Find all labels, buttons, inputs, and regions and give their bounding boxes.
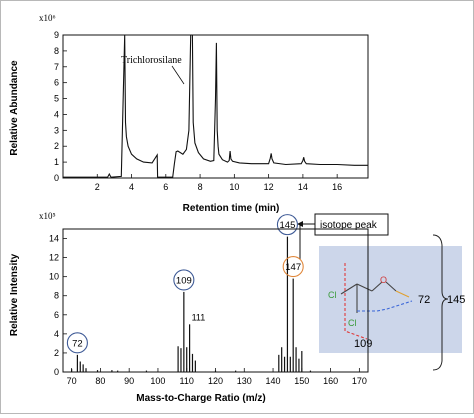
spectrum-x-tick-label: 100 bbox=[150, 376, 165, 386]
fragment-label-109: 109 bbox=[354, 338, 372, 350]
peak-label: 147 bbox=[285, 262, 301, 273]
chromatogram-x-tick-label: 16 bbox=[332, 182, 342, 192]
chromatogram-x-tick-label: 12 bbox=[264, 182, 274, 192]
molecule-bracket bbox=[432, 234, 449, 371]
atom-o: O bbox=[380, 275, 387, 285]
chromatogram-y-tick-label: 5 bbox=[54, 94, 59, 104]
spectrum-x-tick-label: 70 bbox=[67, 376, 77, 386]
peak-label: 111 bbox=[192, 312, 206, 322]
spectrum-x-axis-label: Mass-to-Charge Ratio (m/z) bbox=[136, 393, 265, 404]
spectrum-y-tick-label: 6 bbox=[54, 310, 59, 320]
peak-label: 145 bbox=[280, 220, 296, 231]
chromatogram-y-tick-label: 0 bbox=[54, 173, 59, 183]
fragment-label-145: 145 bbox=[447, 294, 465, 306]
spectrum-x-tick-label: 160 bbox=[323, 376, 338, 386]
spectrum-x-tick-label: 130 bbox=[237, 376, 252, 386]
bond-c-o bbox=[371, 281, 383, 292]
spectrum-y-tick-label: 12 bbox=[49, 253, 59, 263]
peak-highlight-circle bbox=[173, 269, 195, 291]
fragment-label-72: 72 bbox=[418, 294, 430, 306]
bond-cl-c bbox=[340, 283, 358, 295]
spectrum-x-tick-label: 140 bbox=[266, 376, 281, 386]
chromatogram-x-tick-label: 4 bbox=[129, 182, 134, 192]
chromatogram-y-tick-label: 4 bbox=[54, 109, 59, 119]
peak-label: 109 bbox=[176, 275, 192, 286]
chromatogram-trace bbox=[63, 34, 368, 178]
spectrum-x-tick-label: 80 bbox=[95, 376, 105, 386]
trichlorosilane-annotation: Trichlorosilane bbox=[121, 55, 182, 66]
peak-highlight-circle bbox=[282, 256, 304, 278]
chromatogram-y-tick-label: 3 bbox=[54, 125, 59, 135]
spectrum-y-tick-label: 8 bbox=[54, 291, 59, 301]
spectrum-x-tick-label: 150 bbox=[294, 376, 309, 386]
annotation-pointer bbox=[171, 65, 185, 85]
chromatogram-x-axis-label: Retention time (min) bbox=[183, 203, 280, 214]
spectrum-y-tick-label: 4 bbox=[54, 329, 59, 339]
spectrum-y-tick-label: 10 bbox=[49, 272, 59, 282]
peak-highlight-circle bbox=[276, 214, 298, 236]
chromatogram-x-tick-label: 14 bbox=[298, 182, 308, 192]
bond-terminal bbox=[395, 290, 410, 298]
spectrum-y-tick-label: 2 bbox=[54, 348, 59, 358]
chromatogram-multiplier: x10⁶ bbox=[39, 13, 56, 23]
fragment-structure-panel bbox=[319, 246, 462, 353]
chromatogram-y-tick-label: 8 bbox=[54, 46, 59, 56]
chromatogram-y-axis-label: Relative Abundance bbox=[9, 60, 20, 156]
chromatogram-plot-frame bbox=[62, 34, 369, 179]
spectrum-x-tick-label: 90 bbox=[124, 376, 134, 386]
chromatogram-y-tick-label: 9 bbox=[54, 30, 59, 40]
spectrum-plot-frame bbox=[62, 228, 369, 373]
peak-label: 72 bbox=[72, 338, 83, 349]
isotope-peak-label: isotope peak bbox=[320, 220, 378, 231]
chromatogram-x-tick-label: 2 bbox=[95, 182, 100, 192]
spectrum-x-tick-label: 110 bbox=[180, 376, 194, 386]
spectrum-y-axis-label: Relative Intensity bbox=[9, 253, 20, 336]
chromatogram-y-tick-label: 7 bbox=[54, 62, 59, 72]
spectrum-x-tick-label: 170 bbox=[352, 376, 367, 386]
peak-highlight-circle bbox=[66, 332, 88, 354]
chromatogram-y-tick-label: 6 bbox=[54, 78, 59, 88]
spectrum-y-tick-label: 14 bbox=[49, 234, 59, 244]
fragment-cut-109 bbox=[344, 263, 368, 340]
fragment-cut-72 bbox=[357, 300, 413, 312]
chromatogram-panel: x10⁶ Relative Abundance Retention time (… bbox=[9, 13, 369, 214]
chromatogram-x-tick-label: 8 bbox=[198, 182, 203, 192]
mass-spectrum-panel: x10⁵ Relative Intensity Mass-to-Charge R… bbox=[9, 211, 465, 404]
spectrum-multiplier: x10⁵ bbox=[39, 211, 56, 221]
atom-cl-bottom: Cl bbox=[348, 318, 357, 328]
chromatogram-y-tick-label: 2 bbox=[54, 141, 59, 151]
chromatogram-x-tick-label: 10 bbox=[229, 182, 239, 192]
bond-c-c bbox=[356, 283, 373, 292]
chromatogram-y-tick-label: 1 bbox=[54, 157, 59, 167]
bond-o-c bbox=[385, 281, 397, 292]
spectrum-y-tick-label: 0 bbox=[54, 367, 59, 377]
spectrum-x-tick-label: 120 bbox=[208, 376, 223, 386]
atom-cl-top: Cl bbox=[328, 290, 337, 300]
chromatogram-x-tick-label: 6 bbox=[163, 182, 168, 192]
